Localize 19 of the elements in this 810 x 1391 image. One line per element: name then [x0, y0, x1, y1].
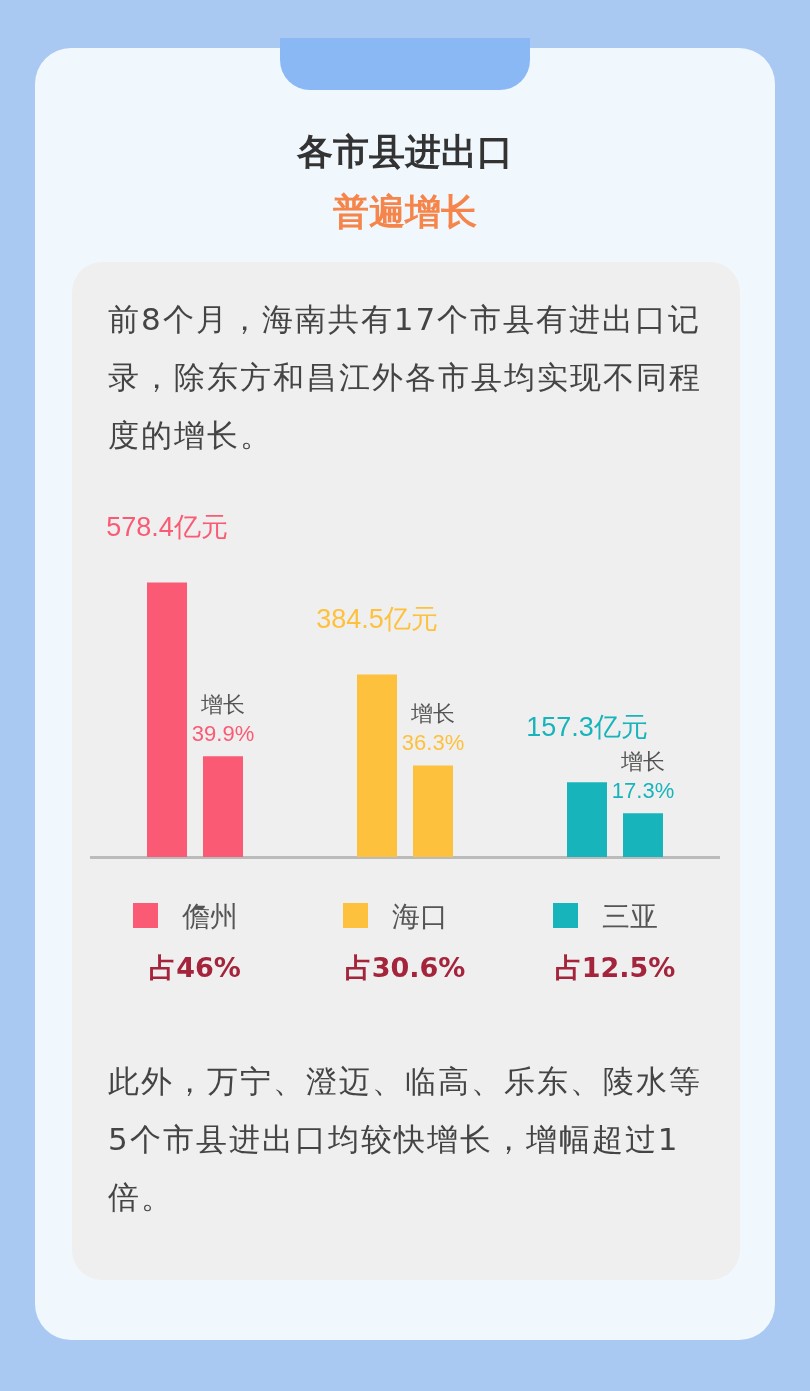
data-label: 39.9%: [191, 720, 255, 746]
x-tick-label: 儋州: [182, 900, 238, 932]
data-label: 157.3亿元: [526, 712, 648, 743]
data-label: 36.3%: [401, 729, 465, 755]
text: 占30.6%: [343, 951, 467, 985]
text: 前8个月，海南共有17个市县有进出口记录，除东方和昌江外各市县均实现不同程度的增长。: [108, 300, 703, 455]
text: 增长: [621, 748, 665, 774]
text: 占12.5%: [553, 951, 677, 985]
series-label: 增长: [200, 691, 245, 717]
data-label: 384.5亿元: [316, 604, 438, 635]
text: 增长: [411, 700, 455, 726]
data-label: 578.4亿元: [106, 512, 228, 543]
x-tick-label: 海口: [392, 900, 448, 932]
chart-subtitle: 普遍增长: [332, 190, 478, 234]
text: 占46%: [148, 951, 242, 985]
chart-title: 各市县进出口: [296, 130, 514, 174]
data-label: 17.3%: [611, 777, 675, 803]
x-tick-label: 三亚: [602, 900, 658, 932]
text: 此外，万宁、澄迈、临高、乐东、陵水等5个市县进出口均较快增长，增幅超过1倍。: [108, 1062, 703, 1217]
